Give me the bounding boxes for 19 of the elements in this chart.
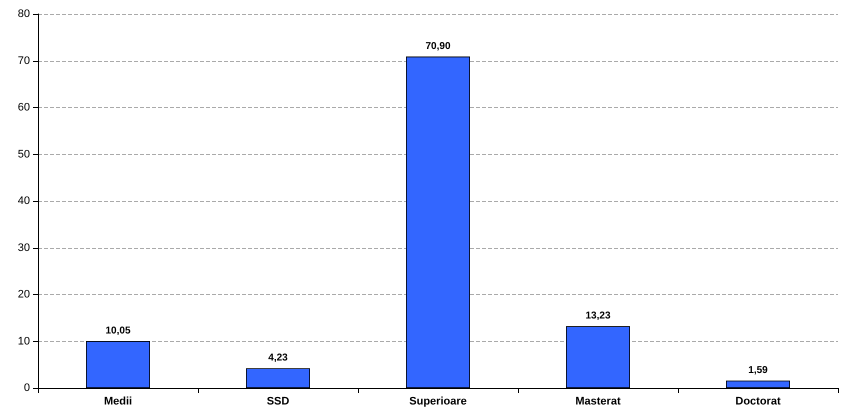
data-label: 1,59 [748,365,768,376]
data-label: 13,23 [585,310,611,322]
x-tick-label: Masterat [575,396,621,408]
data-label: 4,23 [268,352,288,364]
data-label: 70,90 [425,41,451,52]
x-tick-label: SSD [266,396,290,408]
data-label: 10,05 [105,326,131,337]
y-tick-label: 10 [18,335,30,348]
y-tick-label: 40 [18,195,30,207]
x-tick-label: Doctorat [735,396,781,408]
y-tick-label: 50 [18,148,30,160]
y-tick-label: 20 [18,288,30,300]
x-tick-label: Medii [104,396,132,408]
y-tick-label: 60 [18,102,30,114]
y-tick-label: 80 [18,8,30,20]
y-tick-label: 70 [18,54,30,67]
x-tick-label: Superioare [409,396,467,408]
y-tick-label: 30 [18,242,30,254]
y-tick-label: 0 [24,382,30,394]
